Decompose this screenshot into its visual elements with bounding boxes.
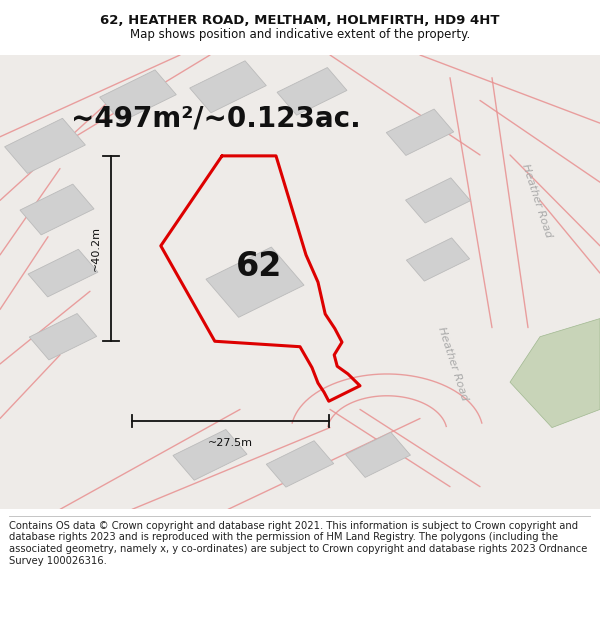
Text: ~27.5m: ~27.5m bbox=[208, 438, 253, 448]
Bar bbox=[5, 118, 85, 174]
Text: ~40.2m: ~40.2m bbox=[91, 226, 101, 271]
Bar bbox=[173, 429, 247, 480]
Bar bbox=[346, 432, 410, 478]
Text: ~497m²/~0.123ac.: ~497m²/~0.123ac. bbox=[71, 104, 361, 132]
Bar bbox=[386, 109, 454, 156]
Bar bbox=[28, 249, 98, 297]
Bar bbox=[29, 314, 97, 360]
Text: Heather Road: Heather Road bbox=[436, 326, 470, 402]
Bar bbox=[20, 184, 94, 235]
Bar bbox=[406, 178, 470, 223]
Text: 62, HEATHER ROAD, MELTHAM, HOLMFIRTH, HD9 4HT: 62, HEATHER ROAD, MELTHAM, HOLMFIRTH, HD… bbox=[100, 14, 500, 27]
Bar bbox=[406, 238, 470, 281]
Polygon shape bbox=[510, 319, 600, 428]
Bar bbox=[266, 441, 334, 487]
Bar bbox=[206, 247, 304, 318]
Text: Map shows position and indicative extent of the property.: Map shows position and indicative extent… bbox=[130, 28, 470, 41]
Text: Heather Road: Heather Road bbox=[520, 162, 554, 239]
Bar bbox=[277, 68, 347, 115]
Bar bbox=[190, 61, 266, 112]
Text: Contains OS data © Crown copyright and database right 2021. This information is : Contains OS data © Crown copyright and d… bbox=[9, 521, 587, 566]
Text: 62: 62 bbox=[236, 250, 283, 282]
Bar bbox=[100, 70, 176, 122]
